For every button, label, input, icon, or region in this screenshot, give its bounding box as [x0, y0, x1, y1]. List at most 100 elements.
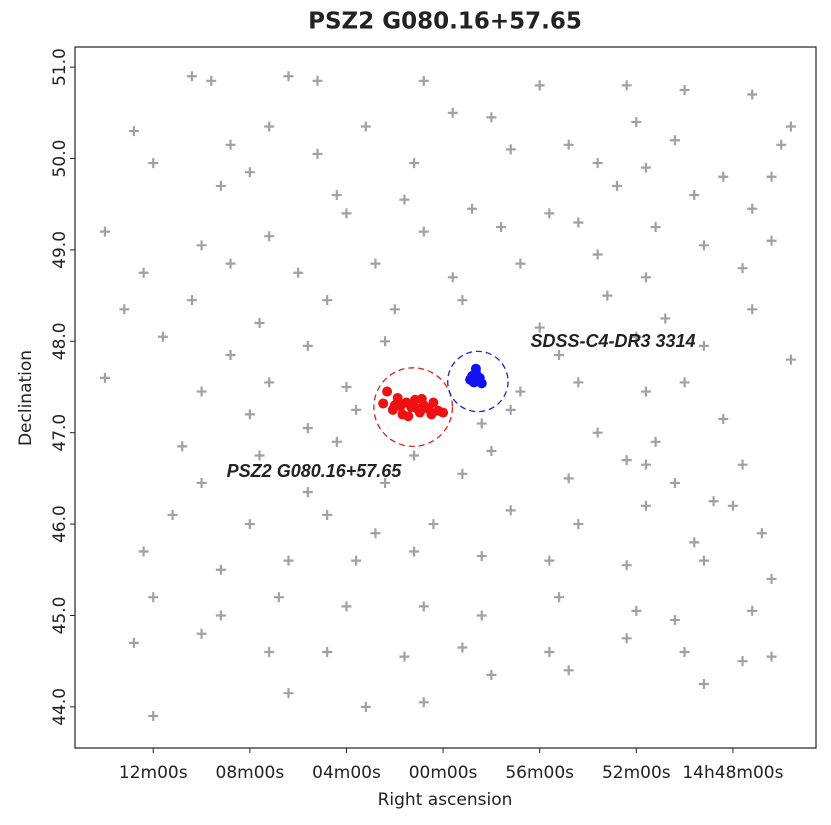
point [669, 135, 680, 146]
point [766, 235, 777, 246]
point [225, 139, 236, 150]
x-tick-label: 08m00s [216, 763, 285, 783]
point [611, 180, 622, 191]
point [331, 190, 342, 201]
x-tick-label: 12m00s [119, 763, 188, 783]
point [273, 592, 284, 603]
point [244, 167, 255, 178]
point [215, 610, 226, 621]
point [215, 564, 226, 575]
point [215, 180, 226, 191]
point [380, 336, 391, 347]
point [196, 240, 207, 251]
point [737, 459, 748, 470]
point [486, 445, 497, 456]
point [395, 401, 406, 412]
point [679, 647, 690, 658]
point [403, 411, 414, 422]
point [254, 318, 265, 329]
point [148, 158, 159, 169]
point [293, 267, 304, 278]
point [476, 418, 487, 429]
point [621, 560, 632, 571]
point [457, 468, 468, 479]
point [428, 397, 439, 408]
point [138, 546, 149, 557]
point [428, 519, 439, 530]
point [669, 477, 680, 488]
point [99, 226, 110, 237]
point [470, 363, 481, 374]
point [225, 350, 236, 361]
point [119, 304, 130, 315]
point [747, 605, 758, 616]
point [785, 354, 796, 365]
y-tick-label: 50.0 [50, 140, 70, 178]
point [554, 592, 565, 603]
point [718, 171, 729, 182]
point [650, 436, 661, 447]
marks [99, 71, 796, 722]
point [486, 669, 497, 680]
point [351, 404, 362, 415]
point [573, 217, 584, 228]
point [737, 656, 748, 667]
point [426, 409, 437, 420]
x-tick-label: 04m00s [312, 763, 381, 783]
point [505, 404, 516, 415]
point [573, 519, 584, 530]
point [409, 158, 420, 169]
point [341, 601, 352, 612]
point [264, 121, 275, 132]
point [640, 459, 651, 470]
point [148, 592, 159, 603]
point [766, 573, 777, 584]
point [264, 377, 275, 388]
point [640, 500, 651, 511]
point [457, 295, 468, 306]
point [747, 304, 758, 315]
point [515, 258, 526, 269]
y-tick-label: 51.0 [50, 48, 70, 86]
point [476, 378, 487, 389]
point [554, 350, 565, 361]
annotation: SDSS-C4-DR3 3314 [530, 331, 695, 351]
point [496, 222, 507, 233]
point [718, 413, 729, 424]
point [698, 555, 709, 566]
point [505, 144, 516, 155]
point [418, 601, 429, 612]
point [186, 71, 197, 82]
y-tick-label: 45.0 [50, 597, 70, 635]
point [244, 409, 255, 420]
point [128, 637, 139, 648]
point [254, 450, 265, 461]
point [698, 679, 709, 690]
point [283, 71, 294, 82]
point [515, 386, 526, 397]
point [679, 84, 690, 95]
point [138, 267, 149, 278]
point [196, 477, 207, 488]
point [621, 80, 632, 91]
point [640, 162, 651, 173]
point [411, 403, 422, 414]
point [351, 555, 362, 566]
point [378, 398, 389, 409]
point [563, 139, 574, 150]
point [409, 450, 420, 461]
point [476, 551, 487, 562]
point [766, 651, 777, 662]
point [99, 372, 110, 383]
point [621, 633, 632, 644]
point [544, 208, 555, 219]
point [737, 263, 748, 274]
point [457, 642, 468, 653]
y-tick-label: 47.0 [50, 414, 70, 452]
point [370, 528, 381, 539]
point [177, 441, 188, 452]
point [360, 121, 371, 132]
point [302, 423, 313, 434]
point [302, 340, 313, 351]
point [370, 258, 381, 269]
